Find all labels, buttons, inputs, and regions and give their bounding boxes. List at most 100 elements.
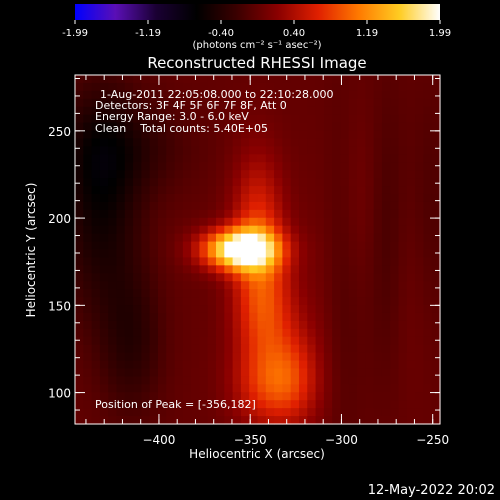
heatmap-cell [141, 392, 151, 401]
heatmap-cell [240, 305, 250, 314]
heatmap-cell [398, 352, 408, 362]
heatmap-cell [274, 336, 283, 346]
heatmap-cell [232, 328, 242, 338]
heatmap-cell [75, 90, 84, 100]
colorbar-tick-label: -1.99 [62, 28, 88, 39]
heatmap-cell [332, 98, 342, 108]
heatmap-cell [323, 217, 333, 227]
heatmap-cell [340, 416, 350, 425]
heatmap-cell [157, 336, 167, 346]
heatmap-cell [282, 265, 292, 274]
heatmap-cell [323, 193, 333, 203]
heatmap-cell [108, 273, 118, 282]
heatmap-cell [357, 138, 366, 147]
heatmap-cell [83, 138, 93, 147]
heatmap-cell [108, 241, 118, 251]
heatmap-cell [91, 178, 101, 187]
heatmap-cell [224, 265, 234, 274]
heatmap-cell [75, 289, 84, 298]
heatmap-cell [257, 130, 267, 140]
heatmap-cell [390, 122, 400, 132]
heatmap-cell [182, 138, 192, 147]
heatmap-cell [315, 376, 325, 385]
heatmap-cell [373, 384, 383, 393]
heatmap-cell [216, 82, 225, 92]
heatmap-cell [83, 297, 93, 306]
heatmap-cell [282, 384, 292, 393]
heatmap-cell [274, 376, 283, 385]
heatmap-cell [108, 122, 118, 132]
heatmap-cell [357, 360, 366, 370]
heatmap-cell [282, 162, 292, 171]
heatmap-cell [149, 201, 159, 211]
heatmap-cell [365, 146, 375, 155]
heatmap-cell [381, 217, 391, 227]
heatmap-cell [406, 392, 416, 401]
heatmap-cell [199, 344, 209, 354]
heatmap-cell [249, 289, 259, 298]
heatmap-cell [323, 162, 333, 171]
heatmap-cell [232, 225, 242, 235]
heatmap-cell [199, 408, 209, 417]
heatmap-cell [415, 154, 425, 163]
heatmap-cell [307, 209, 317, 219]
heatmap-cell [365, 416, 375, 425]
heatmap-cell [348, 312, 358, 322]
heatmap-cell [298, 312, 308, 322]
heatmap-cell [398, 368, 408, 378]
heatmap-cell [323, 186, 333, 195]
heatmap-cell [315, 281, 325, 290]
heatmap-cell [315, 312, 325, 322]
heatmap-cell [406, 289, 416, 298]
heatmap-cell [116, 368, 126, 378]
heatmap-cell [191, 98, 201, 108]
heatmap-cell [315, 193, 325, 203]
heatmap-cell [340, 408, 350, 417]
heatmap-cell [216, 130, 225, 140]
heatmap-cell [232, 416, 242, 425]
heatmap-cell [116, 336, 126, 346]
heatmap-cell [216, 328, 225, 338]
heatmap-cell [116, 170, 126, 179]
heatmap-cell [149, 281, 159, 290]
heatmap-cell [340, 344, 350, 354]
heatmap-cell [282, 352, 292, 362]
heatmap-cell [75, 384, 84, 393]
heatmap-cell [240, 233, 250, 243]
heatmap-cell [381, 344, 391, 354]
heatmap-cell [431, 297, 441, 306]
heatmap-cell [348, 384, 358, 393]
heatmap-cell [290, 138, 300, 147]
heatmap-cell [274, 249, 283, 259]
heatmap-cell [182, 225, 192, 235]
heatmap-cell [348, 82, 358, 92]
heatmap-cell [157, 265, 167, 274]
heatmap-cell [91, 392, 101, 401]
heatmap-cell [373, 90, 383, 100]
heatmap-cell [108, 352, 118, 362]
heatmap-cell [340, 392, 350, 401]
heatmap-cell [307, 122, 317, 132]
heatmap-cell [91, 312, 101, 322]
heatmap-cell [274, 392, 283, 401]
heatmap-cell [340, 138, 350, 147]
heatmap-cell [141, 249, 151, 259]
heatmap-cell [290, 336, 300, 346]
heatmap-cell [373, 392, 383, 401]
heatmap-cell [141, 376, 151, 385]
heatmap-cell [340, 360, 350, 370]
heatmap-cell [423, 82, 433, 92]
heatmap-cell [240, 360, 250, 370]
heatmap-cell [116, 122, 126, 132]
heatmap-cell [274, 408, 283, 417]
heatmap-cell [141, 400, 151, 409]
heatmap-cell [108, 98, 118, 108]
heatmap-cell [216, 209, 225, 219]
heatmap-cell [307, 249, 317, 259]
heatmap-cell [240, 138, 250, 147]
heatmap-cell [357, 154, 366, 163]
heatmap-cell [191, 289, 201, 298]
heatmap-cell [357, 336, 366, 346]
heatmap-cell [323, 368, 333, 378]
heatmap-cell [365, 98, 375, 108]
